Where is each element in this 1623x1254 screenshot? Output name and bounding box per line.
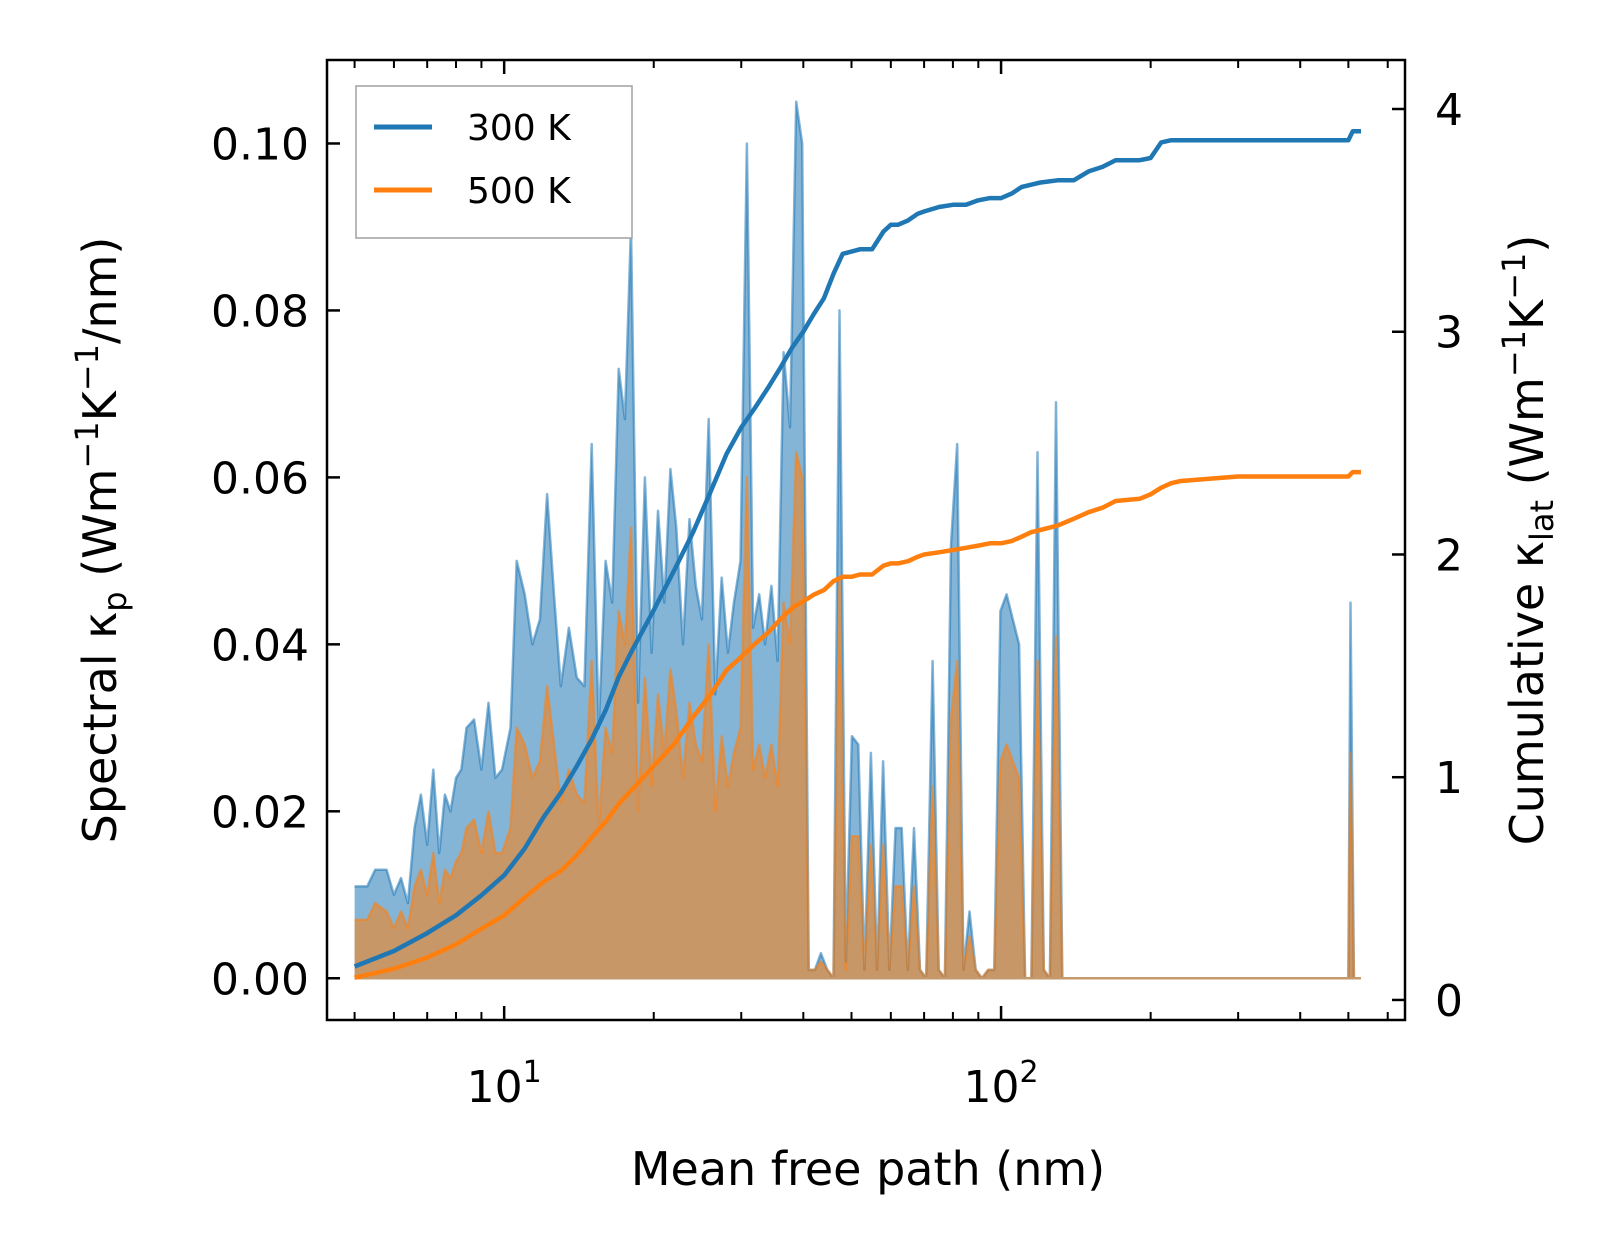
spectral-fill-500k [354,452,1354,979]
y-left-tick-label: 0.04 [211,620,309,671]
legend-label-300k: 300 K [467,108,572,149]
y-axis-right-label: Cumulative κlat (Wm−1K−1) [1495,235,1561,846]
y-right-label-base: Cumulative κ [1500,541,1554,845]
y-right-tick-label: 4 [1435,85,1463,136]
y-left-label-sup1: −1 [68,421,106,468]
y-left-label-sub: p [96,591,134,611]
y-left-tick-label: 0.00 [211,954,309,1005]
y-left-tick-label: 0.06 [211,453,309,504]
cumulative-line-300k [353,129,1361,969]
data-lines [353,100,1361,980]
legend-label-500k: 500 K [467,171,572,212]
y-left-tick-label: 0.08 [211,286,309,337]
y-left-tick-label: 0.02 [211,787,309,838]
y-right-tick-label: 0 [1435,976,1463,1027]
cumulative-line-500k [354,469,1361,980]
plot-frame [325,58,1407,1022]
y-right-label-sub: lat [1523,500,1561,541]
legend-box [355,85,633,239]
y-right-label-sup1: −1 [1495,330,1533,377]
y-right-label-open: (Wm [1500,377,1554,500]
y-left-label-open: (Wm [73,469,127,592]
y-right-tick-label: 2 [1435,530,1463,581]
y-right-tick-label: 3 [1435,308,1463,359]
y-right-label-sup2: −1 [1495,253,1533,300]
x-tick-label: 102 [964,1055,1039,1113]
y-left-label-mid: K [73,389,127,421]
plot-area [353,100,1361,980]
legend: 300 K 500 K [355,85,633,239]
y-left-tick-label: 0.10 [211,119,309,170]
y-left-label-base: Spectral κ [73,612,127,844]
y-left-label-close: /nm) [73,237,127,344]
x-axis-label: Mean free path (nm) [631,1142,1105,1196]
y-left-label-sup2: −1 [68,344,106,391]
y-axis-left-label: Spectral κp (Wm−1K−1/nm) [68,237,134,844]
y-right-label-close: ) [1500,235,1554,253]
y-right-tick-label: 1 [1435,753,1463,804]
y-right-label-mid: K [1500,298,1554,330]
axes: 0.00 0.02 0.04 0.06 0.08 0.10 0 1 2 3 4 101 102 [211,58,1463,1113]
x-tick-label: 101 [467,1055,542,1113]
